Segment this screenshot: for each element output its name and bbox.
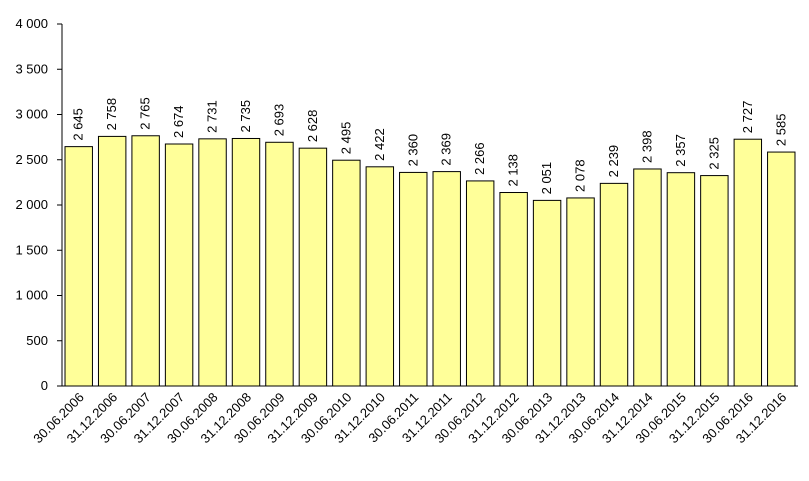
bar	[164, 143, 194, 387]
y-tick-label: 3 500	[15, 61, 48, 76]
value-label: 2 325	[706, 137, 721, 170]
value-label: 2 266	[472, 142, 487, 175]
bar	[599, 182, 629, 387]
bar	[399, 171, 428, 387]
value-label: 2 758	[104, 98, 119, 131]
value-label: 2 645	[71, 108, 86, 141]
bar	[633, 168, 662, 387]
bar	[365, 166, 395, 387]
y-tick-label: 2 000	[15, 197, 48, 212]
value-label: 2 138	[506, 154, 521, 187]
bar	[97, 135, 127, 387]
value-label: 2 357	[673, 134, 688, 167]
value-label: 2 360	[405, 134, 420, 167]
value-label: 2 369	[439, 133, 454, 166]
value-label: 2 239	[606, 145, 621, 178]
y-tick-label: 2 500	[15, 152, 48, 167]
bar	[566, 197, 595, 387]
bar	[465, 180, 495, 387]
bar	[767, 151, 796, 387]
y-tick-label: 0	[41, 378, 48, 393]
value-label: 2 731	[205, 100, 220, 133]
bar	[198, 138, 227, 387]
value-label: 2 693	[271, 104, 286, 137]
bar	[131, 135, 160, 387]
bar	[265, 141, 294, 387]
bar	[666, 172, 696, 387]
bar	[64, 146, 93, 387]
value-label: 2 078	[573, 159, 588, 192]
bar	[432, 171, 461, 387]
y-tick-label: 1 500	[15, 242, 48, 257]
value-label: 2 765	[138, 97, 153, 130]
value-label: 2 585	[773, 114, 788, 147]
y-tick-label: 500	[26, 333, 48, 348]
bar	[332, 159, 361, 387]
value-label: 2 628	[305, 110, 320, 143]
value-label: 2 422	[372, 128, 387, 161]
value-label: 2 051	[539, 162, 554, 195]
y-tick-label: 1 000	[15, 288, 48, 303]
bar	[733, 138, 763, 387]
value-label: 2 398	[639, 130, 654, 163]
bar	[298, 147, 328, 387]
y-tick-label: 4 000	[15, 16, 48, 31]
value-label: 2 495	[338, 122, 353, 155]
bar	[532, 199, 562, 387]
bar	[700, 175, 729, 387]
bar	[499, 192, 528, 387]
value-label: 2 735	[238, 100, 253, 133]
bar	[231, 137, 261, 387]
y-tick-label: 3 000	[15, 107, 48, 122]
value-label: 2 674	[171, 105, 186, 138]
value-label: 2 727	[740, 101, 755, 134]
